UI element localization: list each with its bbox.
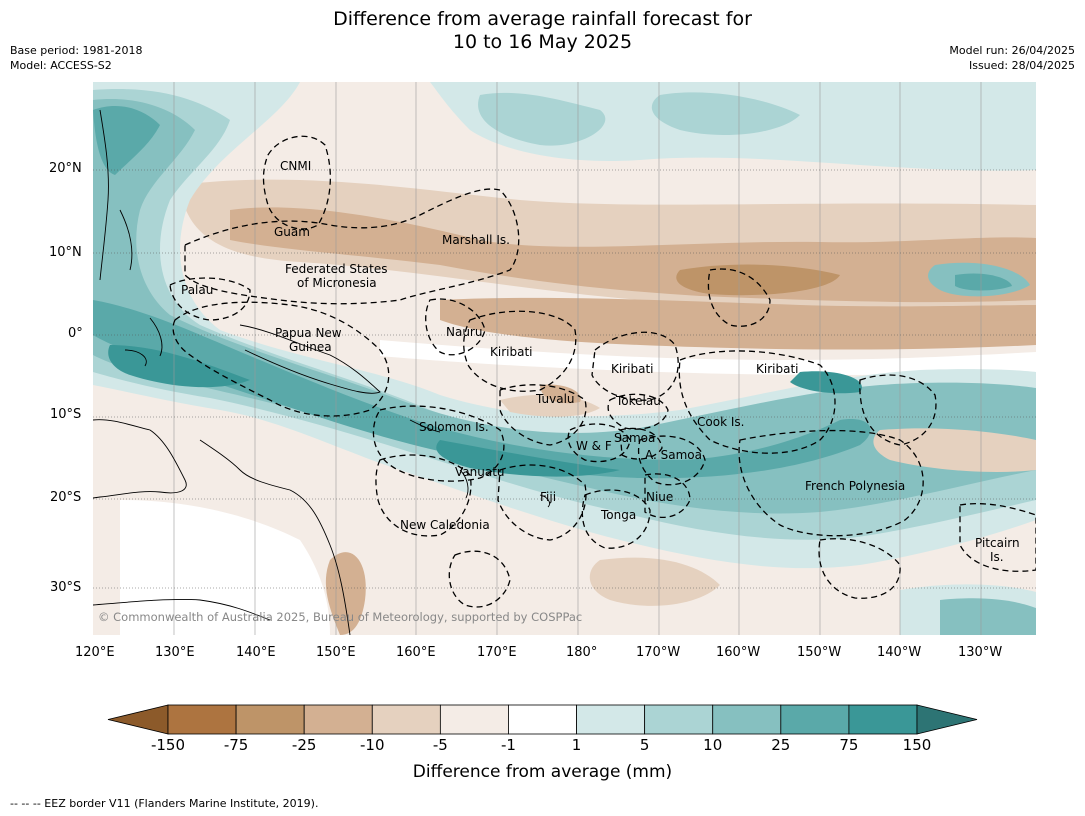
label-guam: Guam [274,225,310,239]
colorbar-tick-label: 25 [771,736,791,754]
colorbar-title: Difference from average (mm) [412,762,673,782]
colorbar-tick-label: 10 [703,736,723,754]
colorbar-swatch [576,704,646,735]
label-new-caledonia: New Caledonia [400,518,490,532]
colorbar-swatch [439,704,509,735]
colorbar-swatch [371,704,441,735]
colorbar-arrow-left [107,704,169,735]
label-vanuatu: Vanuatu [455,465,505,479]
chart-title-line1: Difference from average rainfall forecas… [333,8,752,30]
colorbar-swatch [644,704,714,735]
region-labels: CNMI Guam Marshall Is. Federated States … [181,159,1020,564]
label-kiribati-east: Kiribati [756,362,798,376]
lat-label: 10°S [50,407,82,422]
label-french-polynesia: French Polynesia [805,479,905,493]
colorbar-swatch [303,704,373,735]
label-png-line1: Papua New [275,326,342,340]
label-nauru: Nauru [446,325,482,339]
lon-label: 140°E [236,645,276,660]
colorbar-swatch [848,704,918,735]
model-name: Model: ACCESS-S2 [10,59,112,72]
lon-label: 160°E [396,645,436,660]
rainfall-anomaly-field: © Commonwealth of Australia 2025, Bureau… [93,82,1036,635]
lat-label: 20°N [49,161,82,176]
lon-label: 120°E [75,645,115,660]
lon-label: 130°E [155,645,195,660]
base-period: Base period: 1981-2018 [10,44,143,57]
lon-label: 160°W [716,645,761,660]
colorbar-swatch [780,704,850,735]
issued-date: Issued: 28/04/2025 [968,59,1075,72]
lon-label: 150°E [316,645,356,660]
lat-label: 30°S [50,580,82,595]
colorbar-tick-label: -1 [500,736,516,754]
coastlines [93,109,551,635]
label-palau: Palau [181,283,213,297]
chart-title-line2: 10 to 16 May 2025 [452,31,633,53]
label-fiji: Fiji [540,490,556,504]
colorbar-tick-label: 1 [571,736,582,754]
colorbar-tick-label: 150 [902,736,932,754]
label-samoa: Samoa [614,431,655,445]
lon-label: 140°W [877,645,922,660]
label-solomon-islands: Solomon Is. [419,420,489,434]
label-american-samoa: A. Samoa [645,448,702,462]
lon-label: 150°W [797,645,842,660]
colorbar-tick-label: -25 [291,736,317,754]
lat-label: 20°S [50,490,82,505]
eez-footnote: -- -- -- EEZ border V11 (Flanders Marine… [10,797,319,810]
meta-right: Model run: 26/04/2025 Issued: 28/04/2025 [949,43,1075,73]
copyright-text: © Commonwealth of Australia 2025, Bureau… [98,610,582,624]
colorbar-arrow-right [916,704,978,735]
colorbar-tick-label: 5 [639,736,650,754]
lon-label: 180° [566,645,598,660]
label-niue: Niue [646,490,673,504]
colorbar-swatch [167,704,237,735]
meta-left: Base period: 1981-2018 Model: ACCESS-S2 [10,43,142,73]
lat-label: 0° [68,326,83,341]
colorbar-tick-label: 75 [839,736,859,754]
label-kiribati-central: Kiribati [611,362,653,376]
colorbar-swatch [712,704,782,735]
label-png-line2: Guinea [289,340,332,354]
label-fsm-line1: Federated States [285,262,387,276]
label-kiribati-west: Kiribati [490,345,532,359]
colorbar-swatch [235,704,305,735]
label-tonga: Tonga [600,508,636,522]
label-marshall-islands: Marshall Is. [442,233,510,247]
label-tokelau: Tokelau [615,394,661,408]
colorbar-tick-label: -10 [360,736,385,754]
lon-label: 130°W [958,645,1003,660]
colorbar-tick-label: -5 [432,736,448,754]
lat-label: 10°N [49,245,82,260]
label-pitcairn-line2: Is. [990,550,1004,564]
colorbar-tick-label: -150 [150,736,186,754]
colorbar [107,704,978,735]
label-cnmi: CNMI [280,159,311,173]
colorbar-swatch [508,704,577,735]
label-pitcairn-line1: Pitcairn [975,536,1020,550]
lon-label: 170°W [636,645,681,660]
label-wallis-futuna: W & F [576,439,612,453]
label-tuvalu: Tuvalu [535,392,575,406]
colorbar-tick-label: -75 [223,736,249,754]
model-run: Model run: 26/04/2025 [949,44,1075,57]
label-fsm-line2: of Micronesia [297,276,377,290]
lon-label: 170°E [477,645,517,660]
label-cook-islands: Cook Is. [697,415,744,429]
eez-borders [169,135,1036,608]
